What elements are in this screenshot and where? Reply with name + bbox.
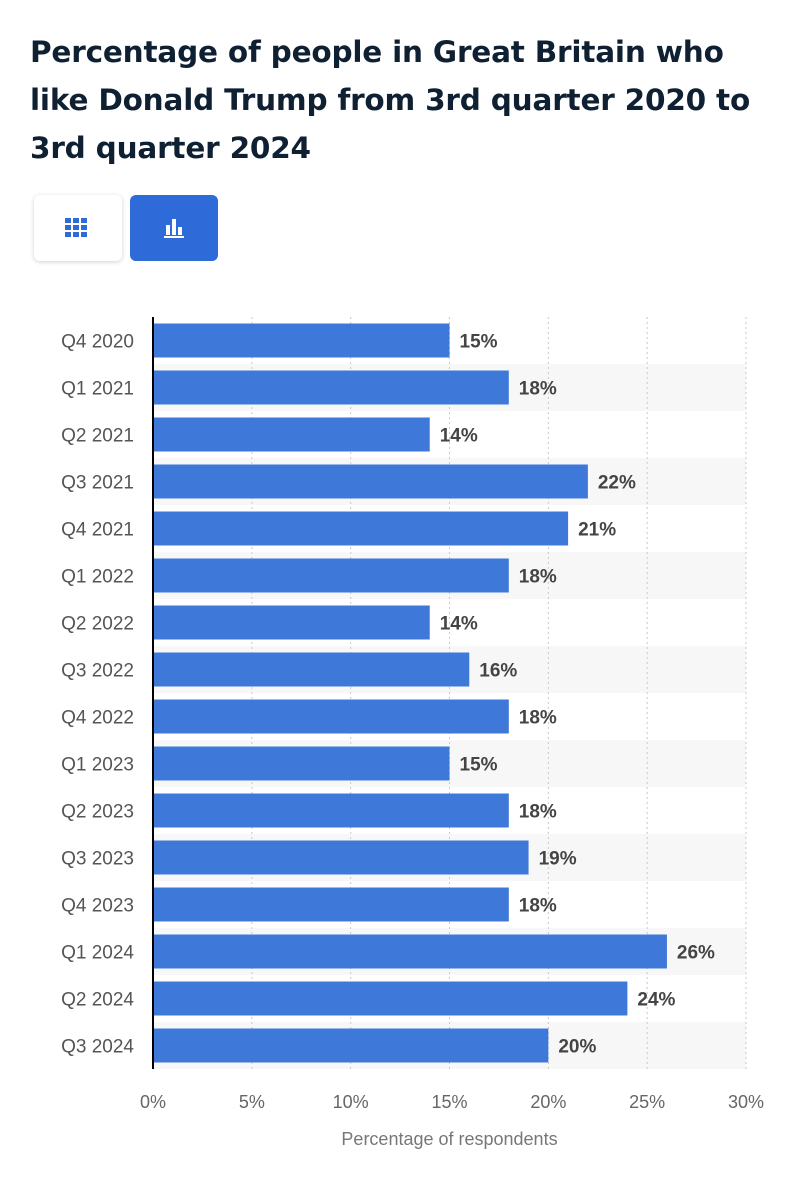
category-label: Q4 2023 <box>61 896 134 917</box>
value-label: 19% <box>539 849 577 870</box>
x-tick-label: 30% <box>728 1092 764 1112</box>
bar[interactable] <box>153 558 509 593</box>
x-tick-label: 20% <box>530 1092 566 1112</box>
category-label: Q4 2020 <box>61 332 134 353</box>
value-label: 22% <box>598 473 636 494</box>
x-tick-label: 15% <box>431 1092 467 1112</box>
category-label: Q2 2024 <box>61 990 134 1011</box>
value-label: 14% <box>440 614 478 635</box>
bar[interactable] <box>153 981 628 1016</box>
bar[interactable] <box>153 511 569 546</box>
bar[interactable] <box>153 605 430 640</box>
bar[interactable] <box>153 417 430 452</box>
chart-view-button[interactable] <box>130 195 218 261</box>
value-label: 18% <box>519 708 557 729</box>
value-label: 14% <box>440 426 478 447</box>
category-label: Q3 2023 <box>61 849 134 870</box>
category-label: Q2 2021 <box>61 426 134 447</box>
bar[interactable] <box>153 323 450 358</box>
bar[interactable] <box>153 746 450 781</box>
category-label: Q2 2023 <box>61 802 134 823</box>
value-label: 16% <box>479 661 517 682</box>
x-tick-label: 5% <box>239 1092 265 1112</box>
bar[interactable] <box>153 699 509 734</box>
category-label: Q1 2022 <box>61 567 134 588</box>
bar[interactable] <box>153 793 509 828</box>
value-label: 15% <box>460 332 498 353</box>
category-label: Q3 2024 <box>61 1037 134 1058</box>
table-grid-icon <box>65 218 87 237</box>
category-label: Q1 2024 <box>61 943 134 964</box>
x-tick-label: 0% <box>140 1092 166 1112</box>
value-label: 26% <box>677 943 715 964</box>
chart-title: Percentage of people in Great Britain wh… <box>30 35 751 165</box>
value-label: 18% <box>519 379 557 400</box>
bar[interactable] <box>153 464 588 499</box>
bar[interactable] <box>153 1028 549 1063</box>
x-tick-label: 10% <box>333 1092 369 1112</box>
table-view-button[interactable] <box>34 195 122 261</box>
bar[interactable] <box>153 934 667 969</box>
value-label: 24% <box>637 990 675 1011</box>
bar[interactable] <box>153 652 470 687</box>
x-axis-title: Percentage of respondents <box>341 1129 557 1149</box>
bar[interactable] <box>153 887 509 922</box>
category-label: Q2 2022 <box>61 614 134 635</box>
category-label: Q3 2022 <box>61 661 134 682</box>
category-label: Q4 2021 <box>61 520 134 541</box>
bar[interactable] <box>153 840 529 875</box>
value-label: 21% <box>578 520 616 541</box>
category-label: Q4 2022 <box>61 708 134 729</box>
category-label: Q3 2021 <box>61 473 134 494</box>
bar[interactable] <box>153 370 509 405</box>
value-label: 18% <box>519 802 557 823</box>
value-label: 18% <box>519 896 557 917</box>
bar-chart-icon <box>164 219 184 238</box>
category-label: Q1 2021 <box>61 379 134 400</box>
x-tick-label: 25% <box>629 1092 665 1112</box>
value-label: 15% <box>460 755 498 776</box>
value-label: 20% <box>558 1037 596 1058</box>
category-label: Q1 2023 <box>61 755 134 776</box>
value-label: 18% <box>519 567 557 588</box>
